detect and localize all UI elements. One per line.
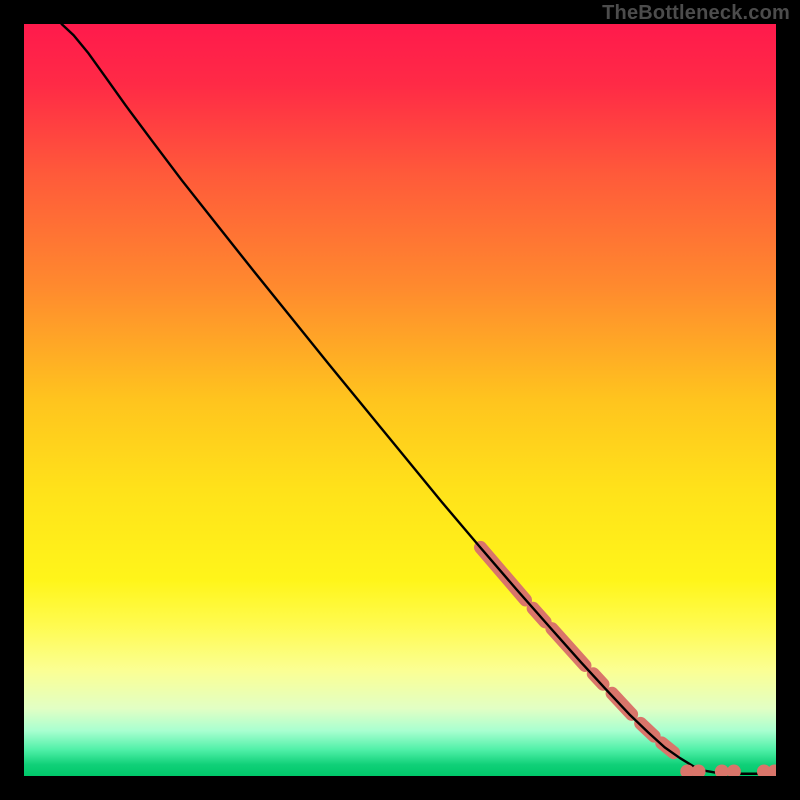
marker-segment bbox=[593, 674, 603, 685]
bottleneck-chart bbox=[24, 24, 776, 776]
watermark-label: TheBottleneck.com bbox=[602, 2, 790, 25]
chart-frame: TheBottleneck.com bbox=[0, 0, 800, 800]
plot-background bbox=[24, 24, 776, 776]
